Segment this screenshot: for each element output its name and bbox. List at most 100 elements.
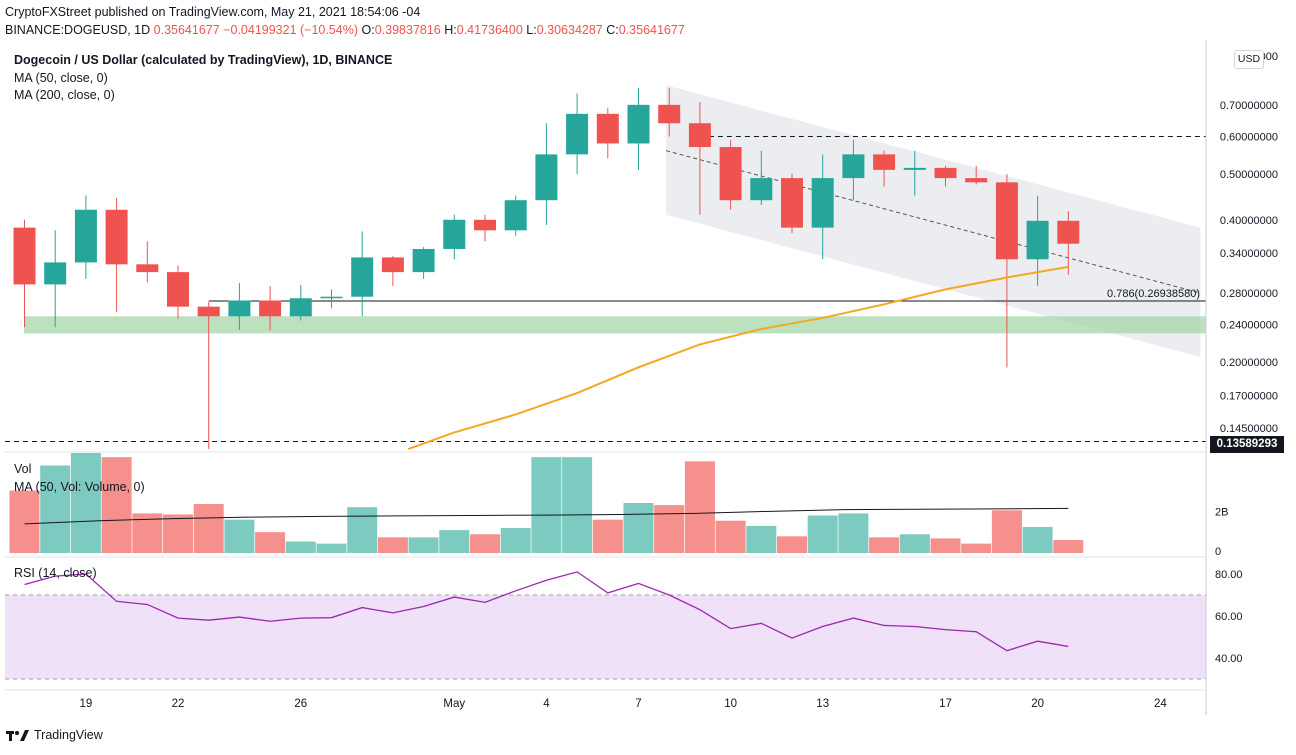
legend-volume-ma[interactable]: MA (50, Vol: Volume, 0) [14,480,145,494]
candle-body [811,178,834,228]
candle [995,173,1018,368]
rsi-axis: 80.00 60.00 40.00 [1215,569,1243,665]
volume-bar [285,541,316,553]
candle-body [167,272,189,307]
time-tick-label: 13 [816,698,829,710]
candle [443,214,466,260]
candle-body [596,113,619,144]
candle [1026,195,1049,286]
candle [320,289,343,309]
candle [658,87,681,137]
candle [688,101,711,215]
rsi-line [24,571,1069,652]
volume-tick-label: 2B [1215,506,1228,518]
volume-bar [838,513,869,553]
open-value: 0.39837816 [374,23,441,37]
price-label: 0.35641677 [153,23,220,37]
rsi-tick-label: 60.00 [1215,611,1243,623]
support-zone [24,316,1206,334]
candle [44,230,67,328]
candle-body [259,300,282,317]
candle-body [136,264,159,273]
volume-bar [408,537,439,553]
price-axis: 0.70000000 0.60000000 0.50000000 0.40000000… [1220,51,1278,435]
rsi-tick-label: 40.00 [1215,653,1243,665]
time-tick-label: 24 [1154,698,1167,710]
price-tick-label: 0.34000000 [1220,248,1278,260]
legend-ma200[interactable]: MA (200, close, 0) [14,88,115,102]
rsi-tick-label: 80.00 [1215,569,1243,581]
candle-body [443,219,466,249]
chart-title: Dogecoin / US Dollar (calculated by Trad… [14,53,393,67]
candle [596,107,619,159]
price-tick-label: 0.70000000 [1220,100,1278,112]
candle-body [1026,220,1049,260]
time-tick-label: 4 [543,698,550,710]
time-tick-label: 10 [724,698,737,710]
volume-bar [654,505,685,553]
candle-body [381,257,404,273]
candle [903,150,926,196]
volume-bar [347,507,378,553]
time-tick-label: 26 [294,698,307,710]
candle-body [903,167,926,170]
candle [750,150,773,205]
candle [934,165,957,187]
candle [535,123,558,225]
candle-body [74,209,97,263]
volume-bar [1053,540,1084,553]
legend-ma50[interactable]: MA (50, close, 0) [14,71,108,85]
price-tick-label: 0.17000000 [1220,391,1278,403]
legend-volume[interactable]: Vol [14,462,32,476]
volume-bar [869,537,900,553]
open-label: O: [361,23,375,37]
price-tick-label: 0.24000000 [1220,320,1278,332]
candle [289,285,312,321]
publisher-line: CryptoFXStreet published on TradingView.… [5,5,421,19]
candle-body [750,178,773,201]
candle [873,150,896,187]
volume-bar [562,457,593,553]
candle-body [658,104,681,124]
volume-tick-label: 0 [1215,546,1221,558]
time-tick-label: 19 [80,698,93,710]
candle-body [44,262,67,285]
candle [197,302,220,450]
candle-body [781,178,803,228]
tradingview-logo-icon [6,730,29,741]
volume-bar [807,515,838,553]
volume-axis: 2B 0 [1215,506,1228,558]
candle [412,247,435,279]
close-label: C: [606,23,619,37]
candle [504,195,527,236]
candle-body [197,306,220,317]
volume-ma-line [24,507,1069,525]
time-tick-label: May [443,698,465,710]
currency-button[interactable]: USD [1234,50,1264,69]
volume-bar [470,534,500,553]
candle-body [228,300,251,317]
candle [627,87,650,170]
candle [842,139,865,201]
candle-body [688,123,711,148]
volume-bar [9,490,40,553]
legend-rsi[interactable]: RSI (14, close) [14,566,97,580]
volume-bar [439,530,470,553]
ma50-line [407,265,1069,450]
volume-bar [163,514,193,553]
tradingview-brand[interactable]: TradingView [6,728,103,742]
volume-bar [930,538,961,553]
volume-bar [623,503,654,553]
volume-bar [1022,526,1053,553]
volume-bar [500,528,531,553]
descending-channel [666,85,1201,358]
volume-bar [40,465,71,553]
candle [566,93,589,174]
fib-0786-label: 0.786(0.26938580) [1107,288,1200,300]
candle [259,285,282,331]
volume-bar [715,520,746,553]
volume-bar [961,543,992,553]
candle [228,283,251,330]
price-tick-label: 0.60000000 [1220,132,1278,144]
